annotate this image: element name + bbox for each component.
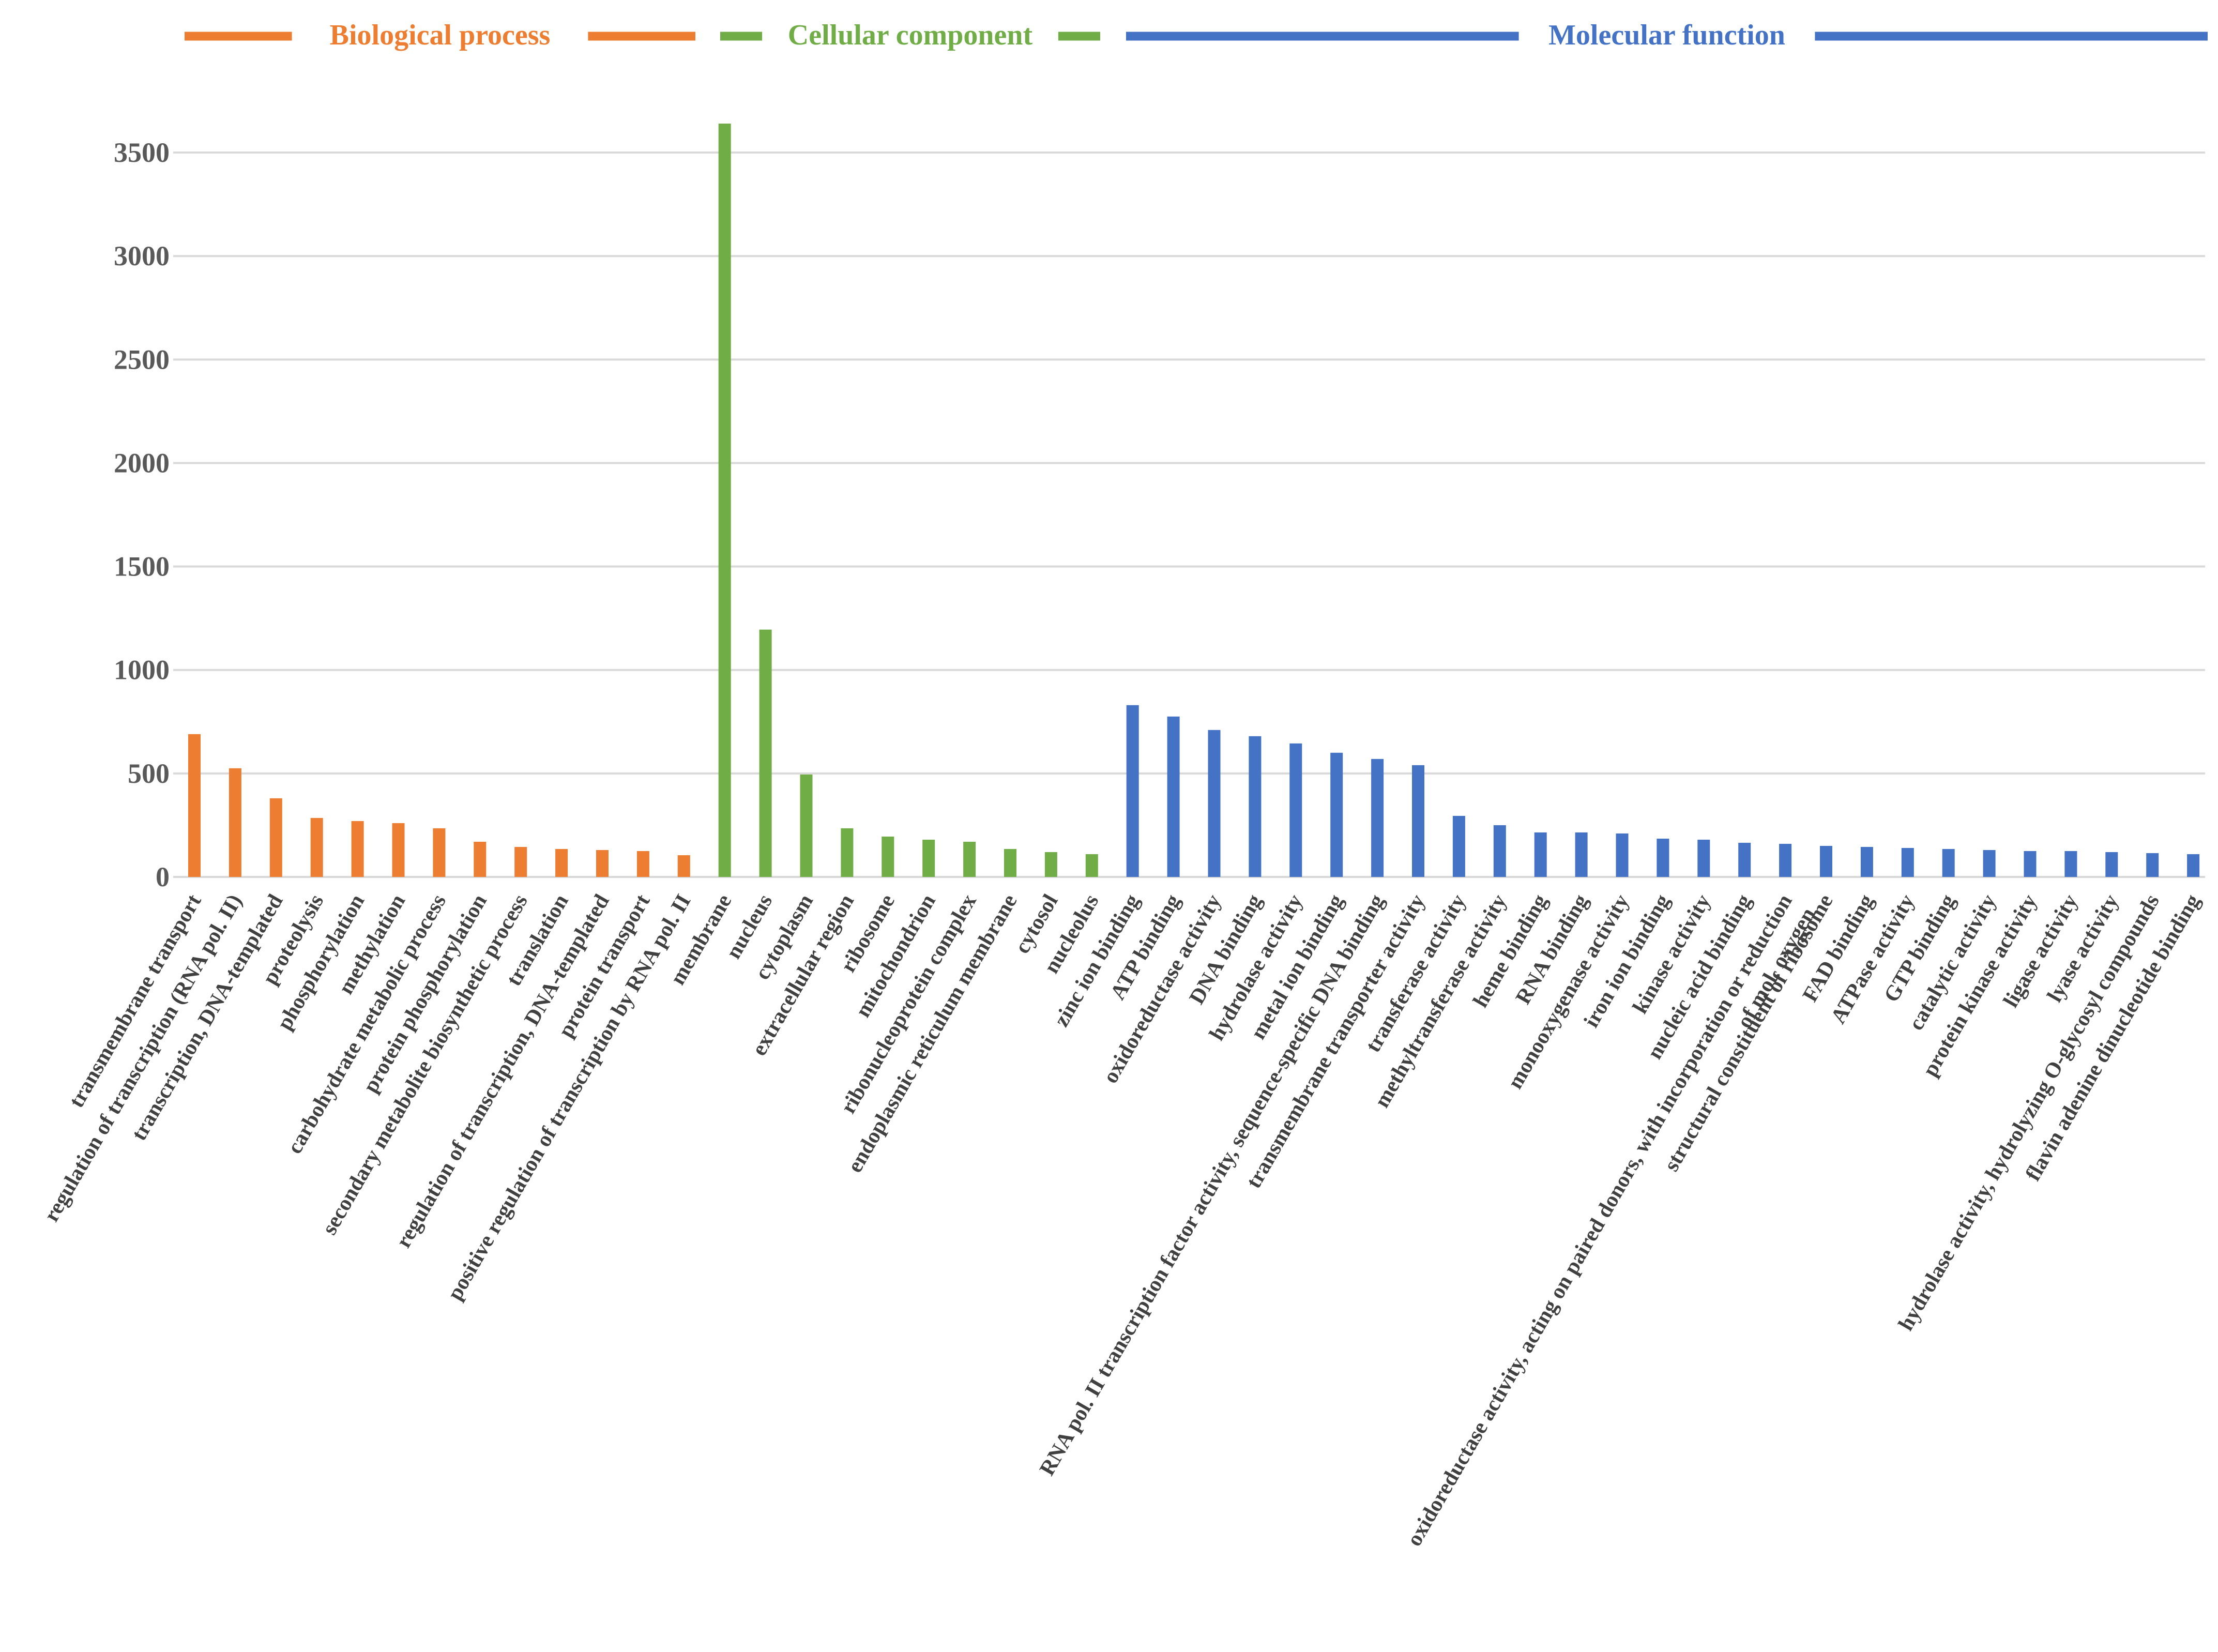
- bar-nucleic-acid-binding: [1738, 842, 1751, 877]
- bar-protein-phosphorylation: [474, 841, 487, 877]
- bar-rna-pol-ii-transcription-factor-activity-sequence-specific-dna-binding: [1371, 759, 1384, 877]
- bar-methyltransferase-activity: [1493, 825, 1506, 877]
- bar-transferase-activity: [1452, 815, 1465, 877]
- bar-extracellular-region: [841, 828, 854, 877]
- bar-heme-binding: [1534, 832, 1547, 877]
- bar-flavin-adenine-dinucleotide-binding: [2187, 854, 2200, 877]
- bar-oxidoreductase-activity-acting-on-paired-donors-with-incorporation-or-reduction-of-mol-oxygen: [1779, 843, 1792, 877]
- bar-kinase-activity: [1697, 839, 1710, 877]
- bar-nucleolus: [1085, 854, 1098, 877]
- bar-phosphorylation: [351, 821, 364, 877]
- bar-oxidoreductase-activity: [1208, 730, 1221, 877]
- bar-endoplasmic-reticulum-membrane: [1004, 848, 1016, 877]
- bar-zinc-ion-binding: [1126, 705, 1139, 877]
- bar-cytoplasm: [800, 774, 813, 877]
- y-tick-label: 1000: [114, 655, 170, 686]
- bar-gtp-binding: [1942, 848, 1955, 877]
- bar-hydrolase-activity: [1289, 743, 1302, 877]
- bar-regulation-of-transcription-dna-templated: [596, 850, 609, 877]
- y-axis-ticks: 0 500 1000 1500 2000 2500 3000 3500: [114, 137, 170, 892]
- legend-label-biological-process: Biological process: [330, 19, 551, 51]
- legend: Biological process Cellular component Mole…: [185, 19, 2208, 51]
- bar-proteolysis: [310, 817, 323, 877]
- bar-ribosome: [882, 836, 894, 877]
- bar-structural-constituent-of-ribosome: [1820, 845, 1832, 877]
- bar-transcription-dna-templated: [269, 798, 282, 877]
- bar-positive-regulation-of-transcription-by-rna-pol-ii: [677, 855, 690, 877]
- bar-atp-binding: [1167, 716, 1180, 877]
- y-tick-label: 2000: [114, 447, 170, 478]
- legend-label-molecular-function: Molecular function: [1548, 19, 1785, 51]
- bar-fad-binding: [1860, 846, 1873, 877]
- y-tick-label: 500: [128, 758, 170, 789]
- bar-rna-binding: [1575, 832, 1588, 877]
- bar-hydrolase-activity-hydrolyzing-o-glycosyl-compounds: [2146, 853, 2159, 877]
- bar-cytosol: [1044, 852, 1057, 877]
- bar-catalytic-activity: [1983, 850, 1996, 877]
- bar-translation: [555, 848, 568, 877]
- bar-secondary-metabolite-biosynthetic-process: [514, 846, 527, 877]
- bar-atpase-activity: [1901, 847, 1914, 877]
- bar-iron-ion-binding: [1657, 838, 1669, 877]
- legend-label-cellular-component: Cellular component: [788, 19, 1033, 51]
- y-tick-label: 1500: [114, 551, 170, 582]
- bar-ligase-activity: [2064, 851, 2077, 877]
- y-tick-label: 0: [156, 861, 170, 892]
- bar-regulation-of-transcription-rna-pol-ii: [229, 768, 241, 877]
- bar-transmembrane-transporter-activity: [1412, 765, 1424, 877]
- bar-methylation: [392, 823, 405, 877]
- bar-dna-binding: [1249, 736, 1262, 877]
- bar-protein-transport: [636, 851, 649, 877]
- bar-lyase-activity: [2105, 852, 2118, 877]
- bar-mitochondrion: [922, 839, 935, 877]
- bar-metal-ion-binding: [1330, 752, 1343, 877]
- x-tick-label: regulation of transcription (RNA pol. II…: [39, 890, 247, 1226]
- bars: [188, 124, 2200, 877]
- y-tick-label: 3500: [114, 137, 170, 168]
- bar-protein-kinase-activity: [2024, 851, 2037, 877]
- bar-monooxygenase-activity: [1616, 833, 1629, 877]
- bar-nucleus: [759, 629, 772, 877]
- bar-membrane: [718, 124, 731, 877]
- bar-carbohydrate-metabolic-process: [433, 828, 446, 877]
- bar-ribonucleoprotein-complex: [963, 841, 976, 877]
- y-tick-label: 3000: [114, 240, 170, 271]
- y-tick-label: 2500: [114, 344, 170, 375]
- gridlines: [173, 151, 2205, 878]
- bar-transmembrane-transport: [188, 734, 201, 877]
